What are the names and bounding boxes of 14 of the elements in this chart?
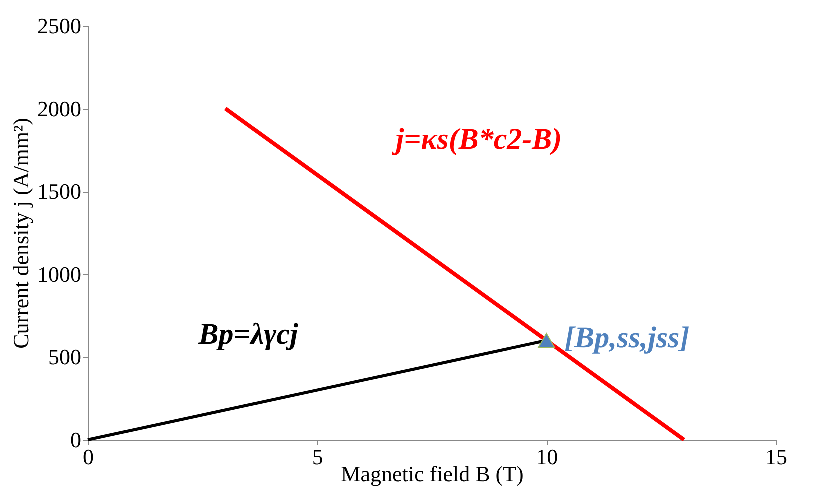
y-tick-label: 2500 xyxy=(38,14,82,38)
y-tick-label: 0 xyxy=(70,428,82,452)
annotation: Bp=λγcj xyxy=(198,318,299,352)
x-tick-label: 5 xyxy=(312,444,324,470)
y-tick-label: 500 xyxy=(48,344,82,370)
x-axis-title: Magnetic field B (T) xyxy=(341,462,524,486)
annotation: j=κs(B*c2-B) xyxy=(392,123,562,156)
y-tick-label: 1500 xyxy=(38,179,82,204)
x-tick-label: 10 xyxy=(536,444,558,470)
y-tick-label: 2000 xyxy=(38,96,82,122)
y-axis-title: Current density j (A/mm²) xyxy=(8,118,34,349)
x-tick-label: 15 xyxy=(766,444,788,470)
annotation: [Bp,ss,jss] xyxy=(564,322,690,355)
y-tick-label: 1000 xyxy=(38,262,82,287)
